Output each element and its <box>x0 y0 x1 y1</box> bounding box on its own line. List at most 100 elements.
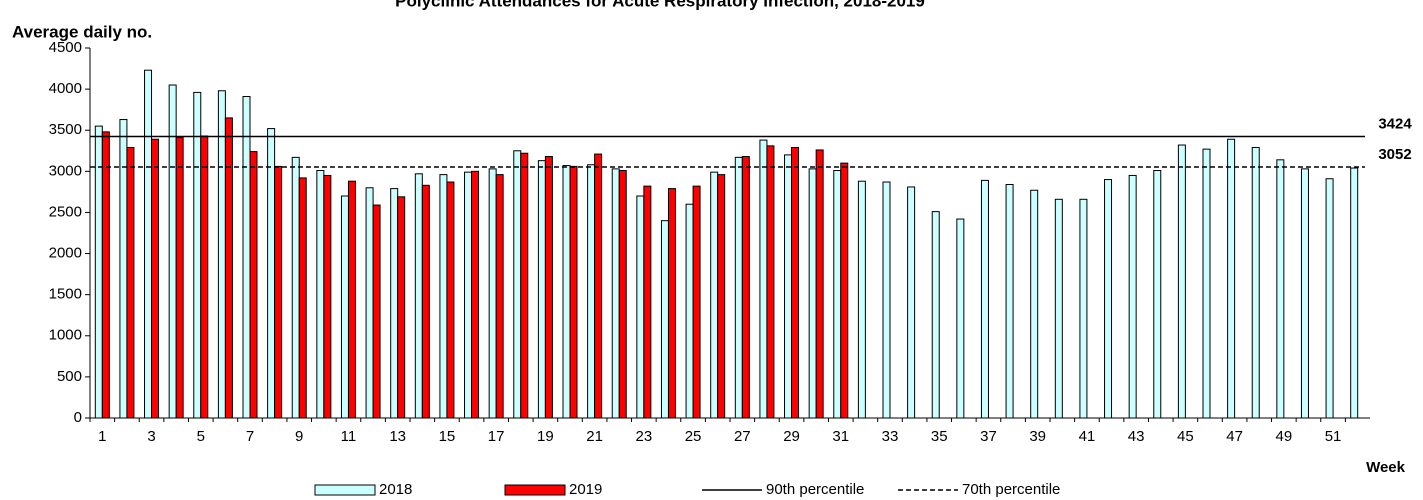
bar <box>495 174 504 419</box>
bar <box>1177 144 1186 419</box>
x-tick-label: 51 <box>1325 428 1342 445</box>
x-tick-label: 47 <box>1226 428 1243 445</box>
bar <box>660 220 669 419</box>
legend-label: 70th percentile <box>962 481 1060 498</box>
x-tick-label: 43 <box>1128 428 1145 445</box>
x-axis-label: Week <box>1366 459 1406 476</box>
bar <box>759 139 768 419</box>
y-tick-label: 1500 <box>49 286 82 303</box>
x-tick-label: 25 <box>685 428 702 445</box>
bar <box>1227 138 1236 419</box>
bar <box>1153 170 1162 419</box>
bar <box>692 185 701 419</box>
bar <box>390 188 399 419</box>
bar <box>766 145 775 419</box>
bar <box>372 204 381 419</box>
bar <box>685 203 694 419</box>
chart-title: Polyclinic Attendances for Acute Respira… <box>395 0 925 10</box>
x-tick-label: 15 <box>439 428 456 445</box>
bar <box>1300 168 1309 419</box>
legend-swatch <box>504 484 566 496</box>
reference-label: 3424 <box>1378 115 1412 132</box>
x-tick-label: 37 <box>980 428 997 445</box>
bar <box>882 181 891 419</box>
bar <box>741 156 750 419</box>
bar <box>840 162 849 419</box>
bar <box>365 187 374 419</box>
y-tick-label: 0 <box>74 409 82 426</box>
bar <box>956 218 965 419</box>
y-tick-label: 2000 <box>49 245 82 262</box>
bar <box>931 211 940 419</box>
bar <box>193 91 202 419</box>
y-tick-label: 3500 <box>49 121 82 138</box>
x-tick-label: 3 <box>147 428 155 445</box>
bar <box>791 146 800 419</box>
x-tick-label: 27 <box>734 428 751 445</box>
y-tick-label: 1000 <box>49 327 82 344</box>
x-tick-label: 23 <box>636 428 653 445</box>
bar <box>808 168 817 419</box>
legend-label: 2019 <box>569 481 602 498</box>
bar <box>144 69 153 419</box>
bar <box>611 168 620 419</box>
x-tick-label: 7 <box>246 428 254 445</box>
bar <box>1054 198 1063 419</box>
bar <box>710 171 719 419</box>
bar <box>1128 174 1137 419</box>
bar <box>242 96 251 419</box>
bar <box>101 131 110 419</box>
y-tick-label: 500 <box>57 368 82 385</box>
bar <box>636 195 645 419</box>
bar <box>421 184 430 419</box>
bar <box>569 165 578 419</box>
x-tick-label: 9 <box>295 428 303 445</box>
bar <box>224 117 233 419</box>
bar <box>520 152 529 419</box>
bar <box>562 165 571 419</box>
y-axis-label: Average daily no. <box>12 22 152 41</box>
bar <box>1350 167 1359 419</box>
bar <box>537 160 546 419</box>
bar <box>168 84 177 419</box>
x-tick-label: 17 <box>488 428 505 445</box>
bar <box>1030 189 1039 419</box>
bar <box>119 119 128 419</box>
bar <box>471 170 480 419</box>
bar <box>1104 179 1113 419</box>
legend-label: 2018 <box>379 481 412 498</box>
x-tick-label: 35 <box>931 428 948 445</box>
bar <box>291 156 300 419</box>
bar <box>397 196 406 419</box>
bar <box>544 156 553 419</box>
x-tick-label: 45 <box>1177 428 1194 445</box>
bar <box>667 188 676 419</box>
bar <box>414 173 423 419</box>
bar <box>1276 159 1285 419</box>
bar <box>267 128 276 419</box>
bar <box>249 151 258 419</box>
bar <box>151 138 160 419</box>
bar <box>439 174 448 419</box>
reference-label: 3052 <box>1378 146 1411 163</box>
y-tick-label: 4500 <box>49 39 82 56</box>
bar <box>274 165 283 419</box>
y-tick-label: 3000 <box>49 162 82 179</box>
bar <box>464 171 473 419</box>
bar <box>1202 148 1211 419</box>
x-tick-label: 1 <box>98 428 106 445</box>
legend-label: 90th percentile <box>766 481 864 498</box>
bar <box>340 195 349 419</box>
x-tick-label: 39 <box>1029 428 1046 445</box>
x-tick-label: 31 <box>832 428 849 445</box>
x-tick-label: 13 <box>389 428 406 445</box>
bar <box>717 174 726 419</box>
x-tick-label: 5 <box>197 428 205 445</box>
bar <box>200 135 209 419</box>
bar <box>1325 178 1334 419</box>
bar <box>980 179 989 419</box>
bar <box>1005 183 1014 419</box>
bar <box>734 156 743 419</box>
bar <box>175 137 184 419</box>
